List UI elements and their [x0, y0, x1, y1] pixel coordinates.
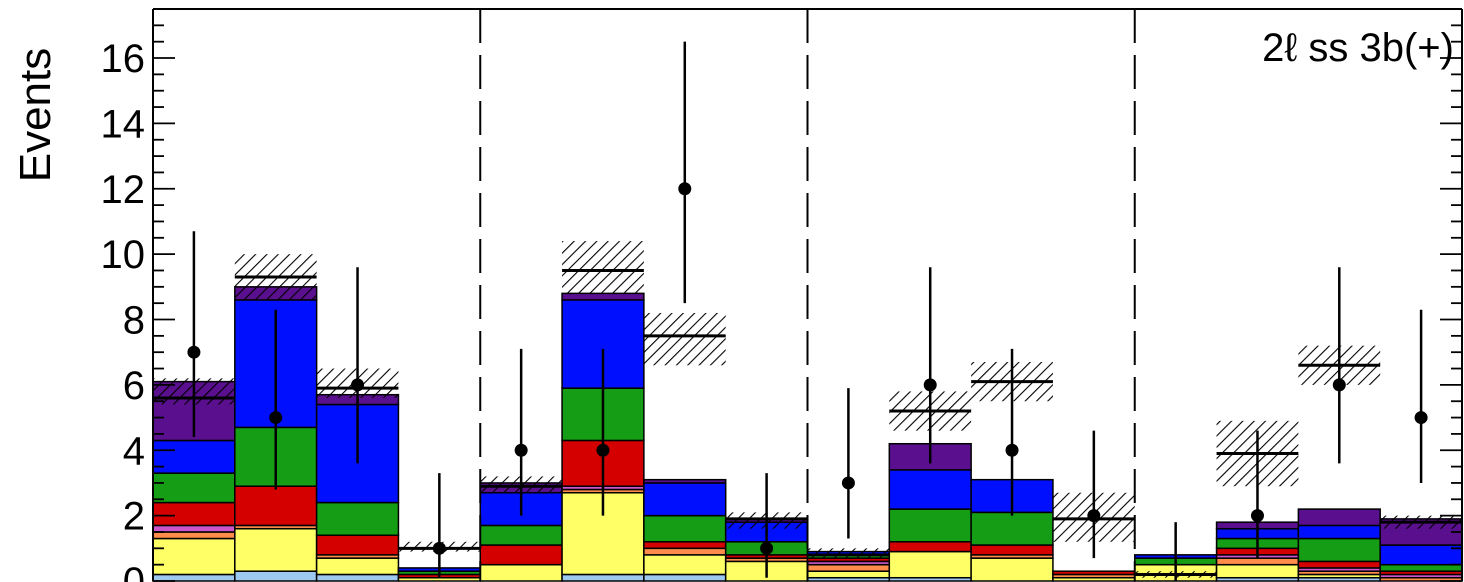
- bar-bin-6-component-6: [643, 482, 727, 517]
- bar-bin-14-component-7: [1297, 508, 1381, 527]
- data-point-bin-6: [678, 182, 692, 196]
- bar-bin-10-component-5: [970, 511, 1054, 546]
- y-tick-label-12: 12: [101, 168, 146, 212]
- bar-bin-6-component-1: [643, 554, 727, 576]
- data-point-bin-13: [1250, 509, 1264, 523]
- data-point-bin-1: [269, 411, 283, 425]
- bar-bin-6-component-5: [643, 514, 727, 543]
- uncertainty-band-bin-6: [643, 312, 726, 366]
- data-point-bin-4: [514, 443, 528, 457]
- y-tick-label-10: 10: [101, 233, 146, 277]
- bar-bin-2-component-0: [315, 573, 400, 582]
- axes: 0 2 4 6 8 10 12 14 16: [101, 8, 1463, 582]
- y-tick-label-0: 0: [123, 560, 145, 582]
- bar-bin-2-component-1: [315, 557, 400, 576]
- data-point-bin-5: [596, 443, 610, 457]
- data-point-bin-11: [1087, 509, 1101, 523]
- bar-bin-8-component-2: [806, 563, 891, 572]
- y-tick-label-8: 8: [123, 299, 145, 343]
- uncertainty-band-bin-5: [562, 241, 644, 294]
- bar-bin-0-component-2: [152, 531, 236, 540]
- bar-bin-15-component-5: [1379, 563, 1463, 572]
- bar-bin-14-component-4: [1297, 560, 1381, 569]
- bar-bin-13-component-1: [1215, 563, 1300, 579]
- bar-bin-10-component-4: [970, 544, 1054, 556]
- bar-bin-0-component-0: [152, 573, 236, 582]
- bar-bin-8-component-1: [806, 570, 891, 579]
- bar-bin-9-component-6: [888, 469, 972, 510]
- bar-bin-0-component-6: [152, 439, 236, 474]
- y-tick-label-2: 2: [123, 495, 145, 539]
- bar-bin-1-component-1: [234, 527, 318, 572]
- data-point-bin-10: [1005, 443, 1019, 457]
- region-label: 2ℓ ss 3b(+): [1262, 26, 1454, 70]
- data-points: [187, 41, 1428, 581]
- bar-bin-4-component-4: [479, 544, 563, 566]
- bar-bin-0-component-5: [152, 472, 236, 504]
- bar-bin-6-component-4: [643, 541, 727, 550]
- bar-bin-10-component-1: [970, 557, 1054, 582]
- bar-bin-15-component-6: [1379, 544, 1463, 566]
- data-point-bin-9: [923, 378, 937, 392]
- bar-bin-4-component-1: [479, 563, 563, 582]
- bar-bin-1-component-4: [234, 485, 318, 527]
- y-tick-label-16: 16: [101, 37, 146, 81]
- data-point-bin-0: [187, 345, 201, 359]
- bar-bin-5-component-7: [561, 292, 645, 301]
- bar-bin-9-component-4: [888, 541, 972, 553]
- bar-bin-0-component-4: [152, 501, 236, 527]
- bar-bin-2-component-4: [315, 534, 400, 556]
- bar-bin-0-component-1: [152, 537, 236, 576]
- section-dividers: [479, 9, 1136, 581]
- y-tick-label-14: 14: [101, 102, 146, 146]
- data-point-bin-14: [1332, 378, 1346, 392]
- bar-bin-14-component-5: [1297, 537, 1381, 563]
- bar-bin-1-component-0: [234, 570, 318, 582]
- data-point-bin-3: [432, 541, 446, 555]
- bar-bin-11-component-4: [1052, 570, 1136, 576]
- bar-bin-0-component-3: [152, 524, 236, 533]
- data-point-bin-7: [760, 541, 774, 555]
- y-tick-label-6: 6: [123, 364, 145, 408]
- uncertainty-band-bin-1: [234, 254, 317, 300]
- y-tick-label-4: 4: [123, 429, 145, 473]
- data-point-bin-8: [841, 476, 855, 490]
- bar-bin-14-component-6: [1297, 524, 1381, 540]
- bar-bin-4-component-5: [479, 524, 563, 546]
- bar-bin-13-component-2: [1215, 557, 1300, 566]
- data-point-bin-2: [351, 378, 365, 392]
- bar-bin-6-component-0: [643, 573, 727, 582]
- uncertainty-band-bin-8: [807, 548, 890, 559]
- bar-bin-6-component-7: [643, 478, 727, 484]
- bar-bin-9-component-1: [888, 550, 972, 579]
- bar-bin-2-component-5: [315, 501, 400, 536]
- uncertainty-band-bin-15: [1380, 515, 1462, 529]
- bar-bin-6-component-2: [643, 547, 727, 556]
- bar-bin-5-component-0: [561, 573, 645, 582]
- bar-bin-9-component-5: [888, 508, 972, 543]
- data-point-bin-15: [1414, 411, 1428, 425]
